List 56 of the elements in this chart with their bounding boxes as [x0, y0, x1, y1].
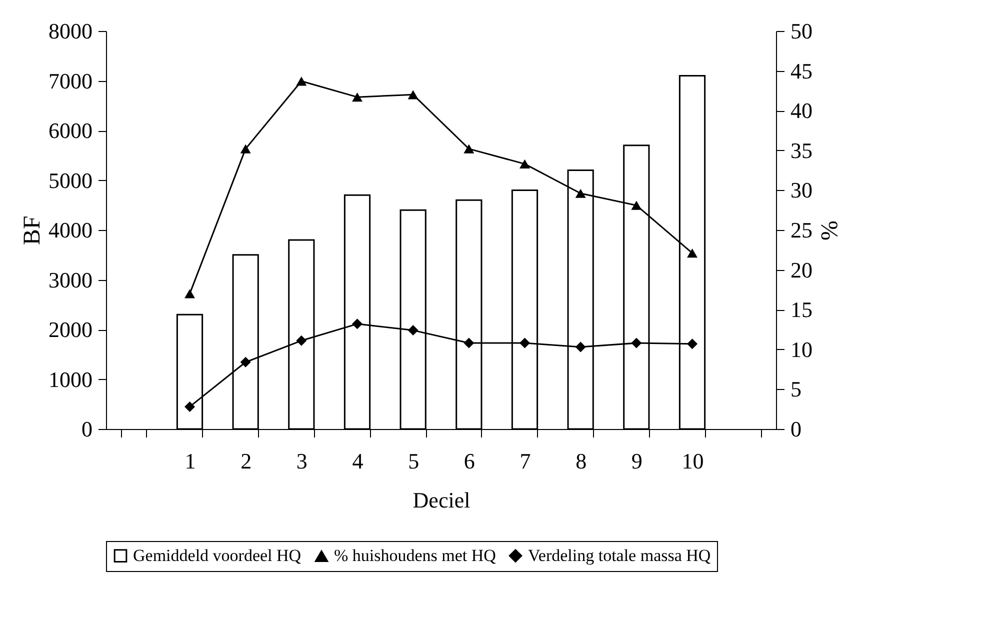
y-tick-label: 6000: [48, 118, 92, 143]
point: [687, 338, 698, 350]
point: [352, 318, 362, 330]
x-tick-label: 6: [464, 448, 475, 474]
y-tick-label: 2000: [48, 317, 92, 342]
point: [352, 92, 362, 102]
point: [296, 76, 307, 86]
legend-label: Verdeling totale massa HQ: [528, 546, 711, 565]
x-tick-label: 7: [520, 448, 531, 474]
y2-tick-label: 40: [790, 98, 812, 124]
legend-label: Gemiddeld voordeel HQ: [133, 546, 302, 565]
y2-tick-label: 20: [790, 257, 812, 282]
y2-tick-label: 0: [790, 416, 802, 442]
y-tick-label: 3000: [48, 267, 92, 292]
point: [464, 144, 474, 154]
point: [408, 90, 418, 100]
x-tick-label: 2: [240, 448, 252, 474]
y2-tick-label: 35: [790, 138, 812, 163]
y-tick-label: 4000: [48, 218, 92, 242]
point: [520, 159, 530, 168]
y-tick-label: 0: [82, 416, 92, 442]
point: [464, 338, 474, 348]
point: [631, 338, 642, 348]
y-tick-label: 8000: [48, 18, 92, 44]
x-tick-label: 9: [631, 448, 642, 474]
point: [184, 289, 195, 298]
y2-tick-label: 15: [790, 297, 812, 322]
x-tick-label: 5: [408, 448, 420, 474]
point: [520, 338, 530, 348]
y2-tick-label: 10: [790, 336, 812, 362]
point: [575, 342, 586, 352]
y2-tick-label: 25: [790, 218, 812, 242]
x-tick-label: 1: [184, 448, 196, 474]
y-axis-title: BF: [20, 216, 46, 246]
y-tick-label: 1000: [48, 366, 92, 392]
point: [296, 335, 307, 346]
y2-tick-label: 45: [790, 58, 812, 84]
x-tick-label: 10: [682, 448, 704, 474]
y2-tick-label: 5: [790, 376, 802, 402]
x-tick-label: 4: [352, 448, 364, 474]
y2-axis-title: %: [816, 220, 842, 240]
point: [408, 325, 418, 336]
y-tick-label: 5000: [48, 168, 92, 193]
point: [687, 248, 698, 258]
point: [184, 401, 195, 412]
point: [631, 200, 642, 210]
y2-tick-label: 50: [790, 18, 812, 44]
point: [240, 144, 251, 154]
point: [240, 356, 251, 368]
legend-label: % huishoudens met HQ: [334, 546, 496, 566]
y2-tick-label: 30: [790, 178, 812, 203]
x-axis-title: Deciel: [412, 488, 470, 512]
x-tick-label: 8: [576, 448, 587, 474]
point: [575, 188, 586, 198]
x-tick-label: 3: [296, 448, 308, 474]
y-tick-label: 7000: [48, 68, 92, 94]
